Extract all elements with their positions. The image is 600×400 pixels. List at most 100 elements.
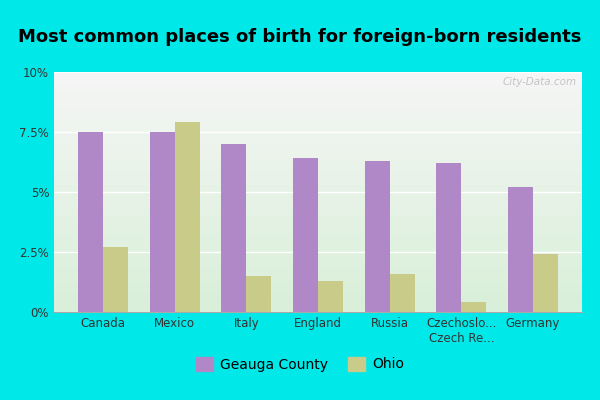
Bar <box>54 143 582 144</box>
Bar <box>54 311 582 312</box>
Bar <box>54 86 582 87</box>
Bar <box>54 203 582 204</box>
Bar <box>54 290 582 291</box>
Bar <box>54 279 582 280</box>
Bar <box>54 194 582 195</box>
Bar <box>54 195 582 196</box>
Bar <box>54 160 582 161</box>
Bar <box>54 198 582 200</box>
Bar <box>54 200 582 201</box>
Bar <box>533 254 558 312</box>
Bar <box>54 264 582 265</box>
Bar <box>175 122 200 312</box>
Bar <box>54 269 582 270</box>
Bar <box>54 262 582 263</box>
Bar <box>54 154 582 156</box>
Bar <box>318 281 343 312</box>
Bar <box>54 72 582 73</box>
Bar <box>54 257 582 258</box>
Bar <box>54 168 582 170</box>
Bar <box>54 249 582 250</box>
Bar <box>54 118 582 119</box>
Bar <box>54 309 582 310</box>
Bar <box>54 196 582 197</box>
Bar <box>54 292 582 293</box>
Bar <box>54 197 582 198</box>
Bar <box>54 149 582 150</box>
Bar <box>54 183 582 184</box>
Bar <box>54 228 582 230</box>
Bar <box>54 148 582 149</box>
Bar <box>54 276 582 277</box>
Bar <box>54 193 582 194</box>
Bar <box>54 304 582 306</box>
Bar <box>54 293 582 294</box>
Bar <box>54 186 582 187</box>
Bar <box>54 98 582 99</box>
Bar <box>54 246 582 247</box>
Bar <box>54 112 582 113</box>
Bar <box>54 285 582 286</box>
Bar <box>54 74 582 75</box>
Bar <box>54 106 582 107</box>
Text: Most common places of birth for foreign-born residents: Most common places of birth for foreign-… <box>19 28 581 46</box>
Bar <box>54 89 582 90</box>
Bar <box>54 220 582 221</box>
Bar <box>54 205 582 206</box>
Bar <box>54 235 582 236</box>
Bar <box>54 272 582 273</box>
Bar <box>54 138 582 140</box>
Bar <box>54 244 582 246</box>
Bar <box>54 101 582 102</box>
Bar <box>54 307 582 308</box>
Bar <box>54 176 582 177</box>
Bar <box>54 225 582 226</box>
Bar <box>54 114 582 115</box>
Bar <box>54 247 582 248</box>
Bar <box>54 277 582 278</box>
Bar <box>54 255 582 256</box>
Bar <box>54 167 582 168</box>
Bar <box>54 102 582 103</box>
Bar <box>54 115 582 116</box>
Bar <box>54 80 582 81</box>
Bar <box>54 248 582 249</box>
Bar <box>54 94 582 96</box>
Bar <box>54 237 582 238</box>
Bar <box>54 306 582 307</box>
Bar <box>54 267 582 268</box>
Bar <box>54 82 582 83</box>
Bar <box>54 184 582 186</box>
Bar <box>54 166 582 167</box>
Bar <box>54 280 582 281</box>
Bar <box>54 236 582 237</box>
Bar <box>54 263 582 264</box>
Bar <box>54 301 582 302</box>
Bar <box>54 190 582 191</box>
Bar <box>54 234 582 235</box>
Bar <box>54 191 582 192</box>
Bar <box>54 274 582 276</box>
Bar <box>54 188 582 189</box>
Bar <box>54 273 582 274</box>
Bar <box>54 258 582 260</box>
Bar <box>54 165 582 166</box>
Bar <box>54 175 582 176</box>
Bar <box>54 239 582 240</box>
Bar <box>54 110 582 111</box>
Bar <box>54 251 582 252</box>
Bar <box>54 204 582 205</box>
Bar <box>54 140 582 141</box>
Bar <box>54 226 582 227</box>
Bar <box>54 77 582 78</box>
Bar <box>54 76 582 77</box>
Bar <box>54 81 582 82</box>
Bar <box>54 221 582 222</box>
Bar <box>54 254 582 255</box>
Bar <box>54 211 582 212</box>
Bar <box>54 144 582 145</box>
Bar <box>54 123 582 124</box>
Bar <box>54 173 582 174</box>
Bar <box>54 136 582 137</box>
Bar <box>54 295 582 296</box>
